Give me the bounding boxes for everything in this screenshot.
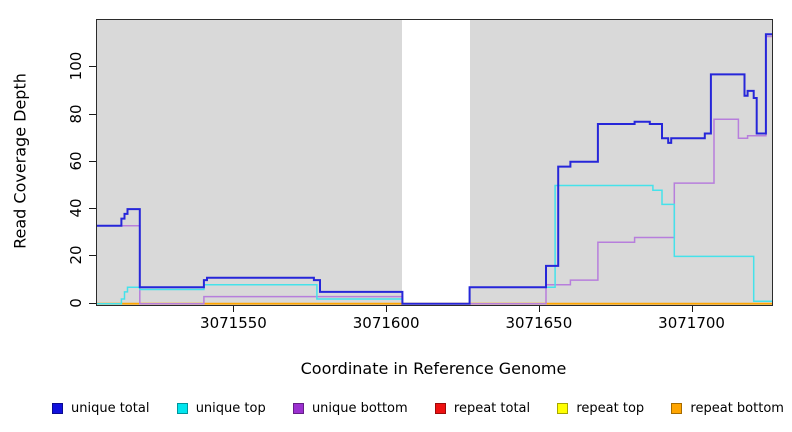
x-axis-tick-label: 3071650 [505,314,573,332]
y-axis-tick-label: 0 [67,297,85,308]
legend-label: unique top [195,401,266,416]
legend-label: repeat bottom [690,401,784,416]
series-line-unique-bottom [97,35,772,305]
x-axis-tick [538,306,540,312]
x-axis-title: Coordinate in Reference Genome [300,359,567,378]
legend-item-unique-total: unique total [52,401,149,416]
legend-item-unique-bottom: unique bottom [292,401,408,416]
legend-item-repeat-total: repeat total [434,401,531,416]
legend-swatch-repeat-top [557,403,569,414]
y-axis-tick-label: 40 [67,198,85,218]
x-axis-tick-label: 3071600 [352,314,420,332]
y-axis-tick-label: 20 [67,245,85,265]
legend-label: unique bottom [311,401,408,416]
series-lines [97,33,772,305]
plot-area [96,19,773,306]
x-axis-tick-label: 3071700 [658,314,725,332]
legend-item-repeat-top: repeat top [557,401,644,416]
legend-item-unique-top: unique top [176,401,266,416]
x-axis-tick [233,306,235,312]
y-axis-tick-label: 100 [67,51,85,81]
y-axis-title: Read Coverage Depth [10,73,30,249]
legend-swatch-unique-total [52,403,63,414]
x-axis-tick-label: 3071550 [200,314,267,332]
legend-swatch-repeat-total [434,403,446,414]
y-axis-tick [89,113,96,115]
y-axis-tick [89,160,96,162]
y-axis-tick [89,255,96,257]
legend-swatch-unique-bottom [292,403,304,414]
legend-swatch-repeat-bottom [671,403,683,414]
y-axis-tick-label: 60 [67,151,85,171]
series-line-unique-top [97,184,772,305]
y-axis-tick [89,208,96,210]
series-line-unique-total [97,33,772,305]
legend-swatch-unique-top [176,403,188,414]
x-axis-tick [691,306,693,312]
x-axis-tick [386,306,388,312]
y-axis-tick [89,302,96,304]
legend-label: repeat top [576,401,645,416]
legend-label: unique total [71,401,150,416]
legend-label: repeat total [453,401,531,416]
masked-region [402,20,470,305]
y-axis-tick-label: 80 [67,104,85,124]
legend-item-repeat-bottom: repeat bottom [671,401,784,416]
y-axis-tick [89,66,96,68]
legend: unique total unique top unique bottom repea… [52,401,784,416]
